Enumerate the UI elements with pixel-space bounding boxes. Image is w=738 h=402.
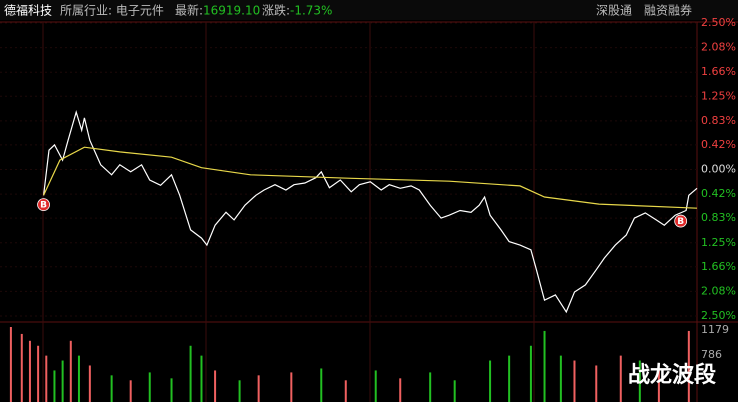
buy-label: B	[677, 217, 684, 227]
volume-bar	[374, 370, 377, 402]
volume-bar	[214, 370, 217, 402]
volume-bar	[88, 365, 91, 402]
y-tick-label: 2.50%	[701, 309, 736, 322]
volume-bar	[45, 355, 48, 402]
y-tick-label: 2.08%	[701, 284, 736, 297]
buy-marker	[37, 198, 50, 212]
y-tick-label: 2.50%	[701, 16, 736, 29]
latest-label: 最新:	[175, 3, 203, 18]
volume-bar	[200, 355, 203, 402]
volume-bar	[20, 333, 23, 402]
y-tick-label: 1179	[701, 323, 729, 336]
price-line	[43, 109, 698, 314]
buy-marker	[674, 214, 688, 228]
y-tick-label: 1.66%	[701, 260, 736, 273]
volume-bar	[61, 360, 64, 402]
volume-bar	[453, 380, 456, 402]
volume-bar	[37, 345, 40, 402]
y-tick-label: 1.66%	[701, 65, 736, 78]
y-tick-label: 0.83%	[701, 211, 736, 224]
volume-bar	[489, 360, 492, 402]
volume-bar	[559, 355, 562, 402]
volume-bar	[595, 365, 598, 402]
latest-value: 16919.10	[203, 4, 260, 18]
volume-bar	[638, 360, 641, 402]
y-tick-label: 0.83%	[701, 114, 736, 127]
volume-bar	[529, 345, 532, 402]
y-tick-label: 1.25%	[701, 89, 736, 102]
volume-bar	[508, 355, 511, 402]
link[interactable]: 融资融券	[644, 3, 692, 18]
y-tick-label: 0.42%	[701, 187, 736, 200]
volume-bar	[148, 372, 151, 402]
volume-bar	[189, 345, 192, 402]
volume-bar	[320, 368, 323, 402]
buy-label: B	[40, 201, 47, 211]
y-tick-label: 1.25%	[701, 236, 736, 249]
y-tick-label: 0.42%	[701, 138, 736, 151]
stock-name: 德福科技	[4, 3, 52, 18]
change-label: 涨跌:	[262, 3, 290, 18]
price-line	[43, 146, 698, 209]
volume-bar	[110, 375, 113, 402]
volume-bar	[53, 370, 56, 402]
volume-bar	[657, 370, 660, 402]
volume-bar	[77, 355, 80, 402]
change-value: -1.73%	[290, 4, 332, 18]
header-bar	[0, 0, 738, 20]
volume-bar	[129, 380, 132, 402]
volume-bar	[399, 378, 402, 402]
y-tick-label: 0.00%	[701, 163, 736, 176]
volume-bar	[257, 375, 260, 402]
volume-bar	[238, 380, 241, 402]
industry: 所属行业: 电子元件	[60, 4, 164, 18]
volume-bar	[543, 330, 546, 402]
watermark: 战龙波段	[628, 362, 716, 388]
volume-bar	[9, 327, 12, 402]
volume-bar	[619, 355, 622, 402]
volume-bar	[290, 372, 293, 402]
volume-bar	[28, 340, 31, 402]
y-tick-label: 786	[701, 348, 722, 361]
volume-bar	[429, 372, 432, 402]
volume-bar	[170, 378, 173, 402]
y-tick-label: 2.08%	[701, 41, 736, 54]
volume-bar	[687, 330, 690, 402]
volume-bar	[344, 380, 347, 402]
volume-bar	[573, 360, 576, 402]
volume-bar	[69, 340, 72, 402]
link[interactable]: 深股通	[596, 4, 632, 18]
